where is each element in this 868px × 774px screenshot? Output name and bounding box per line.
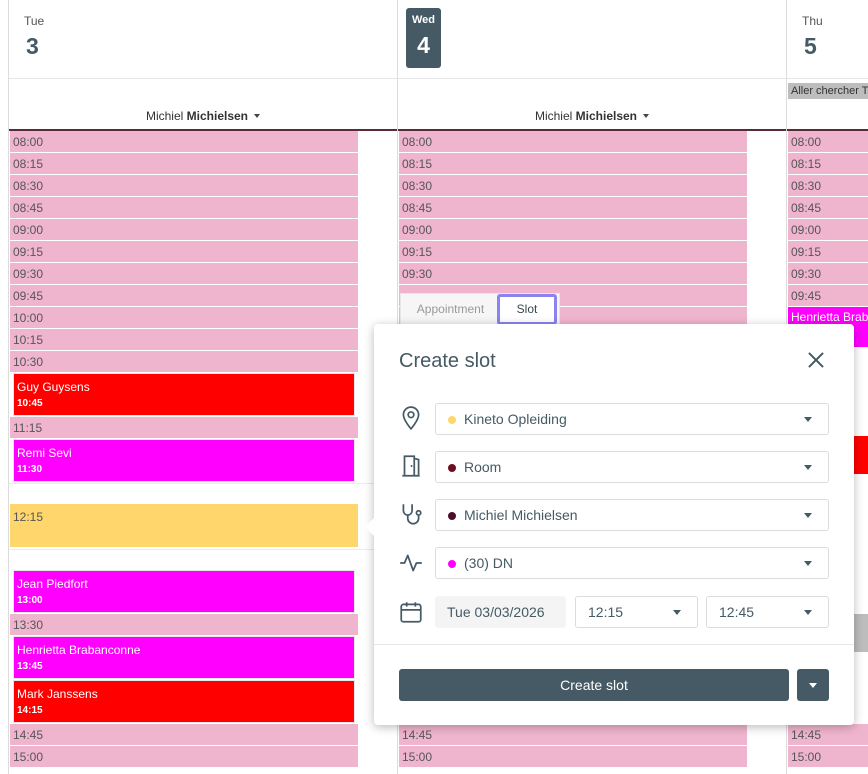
grid-line xyxy=(9,549,397,550)
appointment[interactable]: Henrietta Brabanconne 13:45 xyxy=(13,636,355,679)
type-select[interactable]: (30) DN xyxy=(435,547,829,579)
slot[interactable]: 09:15 xyxy=(10,241,358,262)
slot[interactable]: 08:45 xyxy=(10,197,358,218)
tab-slot[interactable]: Slot xyxy=(497,294,557,325)
slot[interactable]: 09:00 xyxy=(10,219,358,240)
slot[interactable]: 14:45 xyxy=(399,724,747,745)
create-slot-button[interactable]: Create slot xyxy=(399,669,789,701)
appointment[interactable]: Guy Guysens 10:45 xyxy=(13,373,355,416)
room-select[interactable]: Room xyxy=(435,451,829,483)
chevron-down-icon xyxy=(804,417,812,422)
location-color-dot xyxy=(448,416,456,424)
day-header[interactable]: Thu 5 xyxy=(787,0,868,79)
slot[interactable]: 08:15 xyxy=(10,153,358,174)
resource-header: Michiel Michielsen xyxy=(9,79,397,131)
slot[interactable]: 09:30 xyxy=(10,263,358,284)
slot[interactable]: 15:00 xyxy=(399,746,747,767)
resource-header: Aller chercher T xyxy=(787,79,868,131)
resource-chip[interactable]: Aller chercher T xyxy=(788,83,868,99)
slot[interactable]: 08:15 xyxy=(399,153,747,174)
today-highlight: Wed 4 xyxy=(406,8,441,68)
slot[interactable]: 08:30 xyxy=(788,175,868,196)
chevron-down-icon xyxy=(804,513,812,518)
day-header[interactable]: Tue 3 xyxy=(9,0,397,79)
tab-appointment[interactable]: Appointment xyxy=(416,302,485,316)
popup-pointer xyxy=(365,518,374,536)
slot[interactable]: 10:00 xyxy=(10,307,358,328)
appointment[interactable]: Remi Sevi 11:30 xyxy=(13,439,355,482)
chevron-down-icon xyxy=(804,610,812,615)
slot[interactable]: 10:30 xyxy=(10,351,358,372)
practitioner-select[interactable]: Michiel Michielsen xyxy=(435,499,829,531)
practitioner-color-dot xyxy=(448,512,456,520)
slot[interactable]: 14:45 xyxy=(788,724,868,745)
caret-down-icon xyxy=(643,114,650,118)
start-time-select[interactable]: 12:15 xyxy=(575,596,698,628)
selected-slot[interactable]: 12:15 xyxy=(10,504,358,547)
grid-line xyxy=(9,483,397,484)
appointment[interactable]: Jean Piedfort 13:00 xyxy=(13,570,355,613)
slot[interactable]: 09:30 xyxy=(788,263,868,284)
chevron-down-icon xyxy=(804,561,812,566)
caret-down-icon xyxy=(254,114,261,118)
slot[interactable]: 14:45 xyxy=(10,724,358,745)
day-number: 4 xyxy=(417,32,430,58)
slot[interactable]: 11:15 xyxy=(10,417,358,438)
time-grid: 08:00 08:15 08:30 08:45 09:00 09:15 09:3… xyxy=(9,131,397,774)
map-pin-icon xyxy=(402,406,420,431)
slot[interactable]: 08:30 xyxy=(10,175,358,196)
slot[interactable]: 13:30 xyxy=(10,614,358,635)
slot[interactable]: 09:30 xyxy=(399,263,747,284)
slot[interactable]: 08:00 xyxy=(788,131,868,152)
slot[interactable]: 15:00 xyxy=(788,746,868,767)
time-grid: 08:00 08:15 08:30 08:45 09:00 09:15 09:3… xyxy=(398,131,786,774)
resource-selector[interactable]: Michiel Michielsen xyxy=(398,109,786,123)
date-field[interactable]: Tue 03/03/2026 xyxy=(435,596,566,628)
end-time-select[interactable]: 12:45 xyxy=(706,596,829,628)
resource-header: Michiel Michielsen xyxy=(398,79,786,131)
type-color-dot xyxy=(448,560,456,568)
stethoscope-icon xyxy=(402,504,422,525)
slot[interactable]: 08:00 xyxy=(10,131,358,152)
day-column-wed: Wed 4 Michiel Michielsen 08:00 08:15 08:… xyxy=(397,0,786,774)
slot[interactable]: 09:00 xyxy=(788,219,868,240)
slot[interactable]: 15:00 xyxy=(10,746,358,767)
day-header[interactable]: Wed 4 xyxy=(398,0,786,79)
slot[interactable]: 08:45 xyxy=(788,197,868,218)
slot[interactable]: 09:45 xyxy=(788,285,868,306)
slot[interactable]: 08:30 xyxy=(399,175,747,196)
location-select[interactable]: Kineto Opleiding xyxy=(435,403,829,435)
day-of-week: Tue xyxy=(24,14,45,28)
resource-selector[interactable]: Michiel Michielsen xyxy=(9,109,397,123)
day-column-tue: Tue 3 Michiel Michielsen 08:00 08:15 08:… xyxy=(8,0,397,774)
close-icon[interactable] xyxy=(804,348,828,372)
create-slot-dialog: Create slot Kineto Opleiding Room Michie… xyxy=(365,324,854,725)
day-number: 5 xyxy=(804,33,817,59)
day-number: 3 xyxy=(26,33,39,59)
slot[interactable]: 08:15 xyxy=(788,153,868,174)
slot[interactable]: 08:00 xyxy=(399,131,747,152)
day-of-week: Thu xyxy=(802,14,823,28)
slot[interactable]: 09:15 xyxy=(399,241,747,262)
more-options-button[interactable] xyxy=(797,669,829,701)
slot[interactable]: 08:45 xyxy=(399,197,747,218)
popup-tabs: Appointment Slot xyxy=(400,293,560,325)
chevron-down-icon xyxy=(809,683,817,688)
slot[interactable]: 09:00 xyxy=(399,219,747,240)
dialog-title: Create slot xyxy=(399,350,496,372)
chevron-down-icon xyxy=(804,465,812,470)
slot[interactable]: 10:15 xyxy=(10,329,358,350)
calendar-icon xyxy=(400,602,422,623)
slot[interactable]: 09:15 xyxy=(788,241,868,262)
door-icon xyxy=(402,455,420,477)
day-of-week: Wed xyxy=(411,14,436,26)
activity-icon xyxy=(400,554,422,572)
divider xyxy=(374,644,854,645)
appointment[interactable]: Mark Janssens 14:15 xyxy=(13,680,355,723)
chevron-down-icon xyxy=(673,610,681,615)
room-color-dot xyxy=(448,464,456,472)
slot[interactable]: 09:45 xyxy=(10,285,358,306)
